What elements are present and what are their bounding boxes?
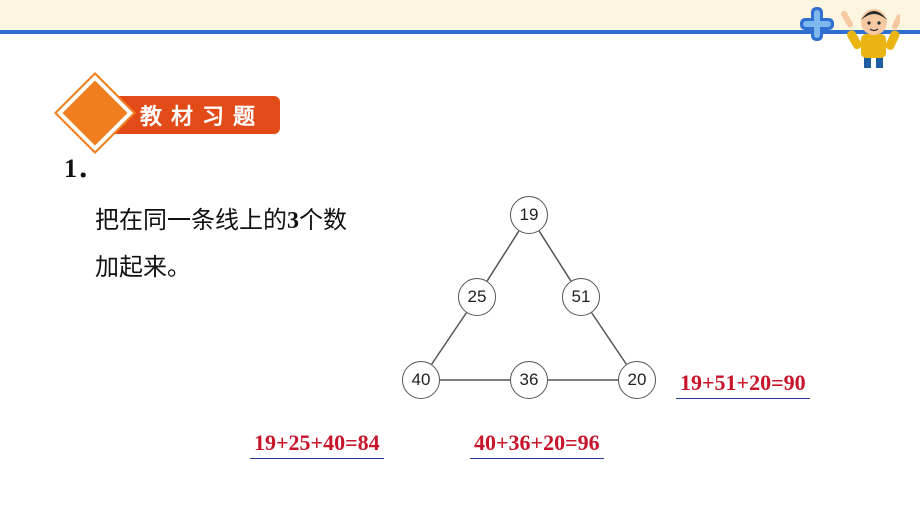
plus-icon	[800, 7, 834, 41]
diagram-node-25: 25	[458, 278, 496, 316]
answer-right: 19+51+20=90	[676, 370, 810, 399]
boy-icon	[840, 9, 900, 68]
question-prompt: 把在同一条线上的3个数加起来。	[95, 198, 355, 290]
diagram-node-40: 40	[402, 361, 440, 399]
diagram-edge	[432, 313, 467, 364]
diagram-node-19: 19	[510, 196, 548, 234]
answer-bottom: 40+36+20=96	[470, 430, 604, 459]
header-decor-svg	[790, 0, 900, 68]
header-decor	[790, 0, 900, 60]
prompt-pre: 把在同一条线上的	[95, 207, 287, 234]
section-diamond-icon	[57, 75, 133, 151]
diagram-node-20: 20	[618, 361, 656, 399]
top-cream-band	[0, 0, 920, 30]
diagram-edge	[539, 231, 571, 281]
diagram-edge	[487, 231, 519, 281]
answer-left: 19+25+40=84	[250, 430, 384, 459]
section-label: 教材习题	[116, 99, 264, 131]
top-blue-rule	[0, 30, 920, 34]
question-number: 1．	[64, 148, 103, 185]
section-header: 教材习题	[50, 86, 310, 146]
diagram-node-36: 36	[510, 361, 548, 399]
diagram-edge	[592, 313, 627, 364]
diagram-node-51: 51	[562, 278, 600, 316]
prompt-bold-3: 3	[287, 208, 299, 234]
triangle-diagram: 19 25 51 40 36 20	[360, 186, 670, 406]
